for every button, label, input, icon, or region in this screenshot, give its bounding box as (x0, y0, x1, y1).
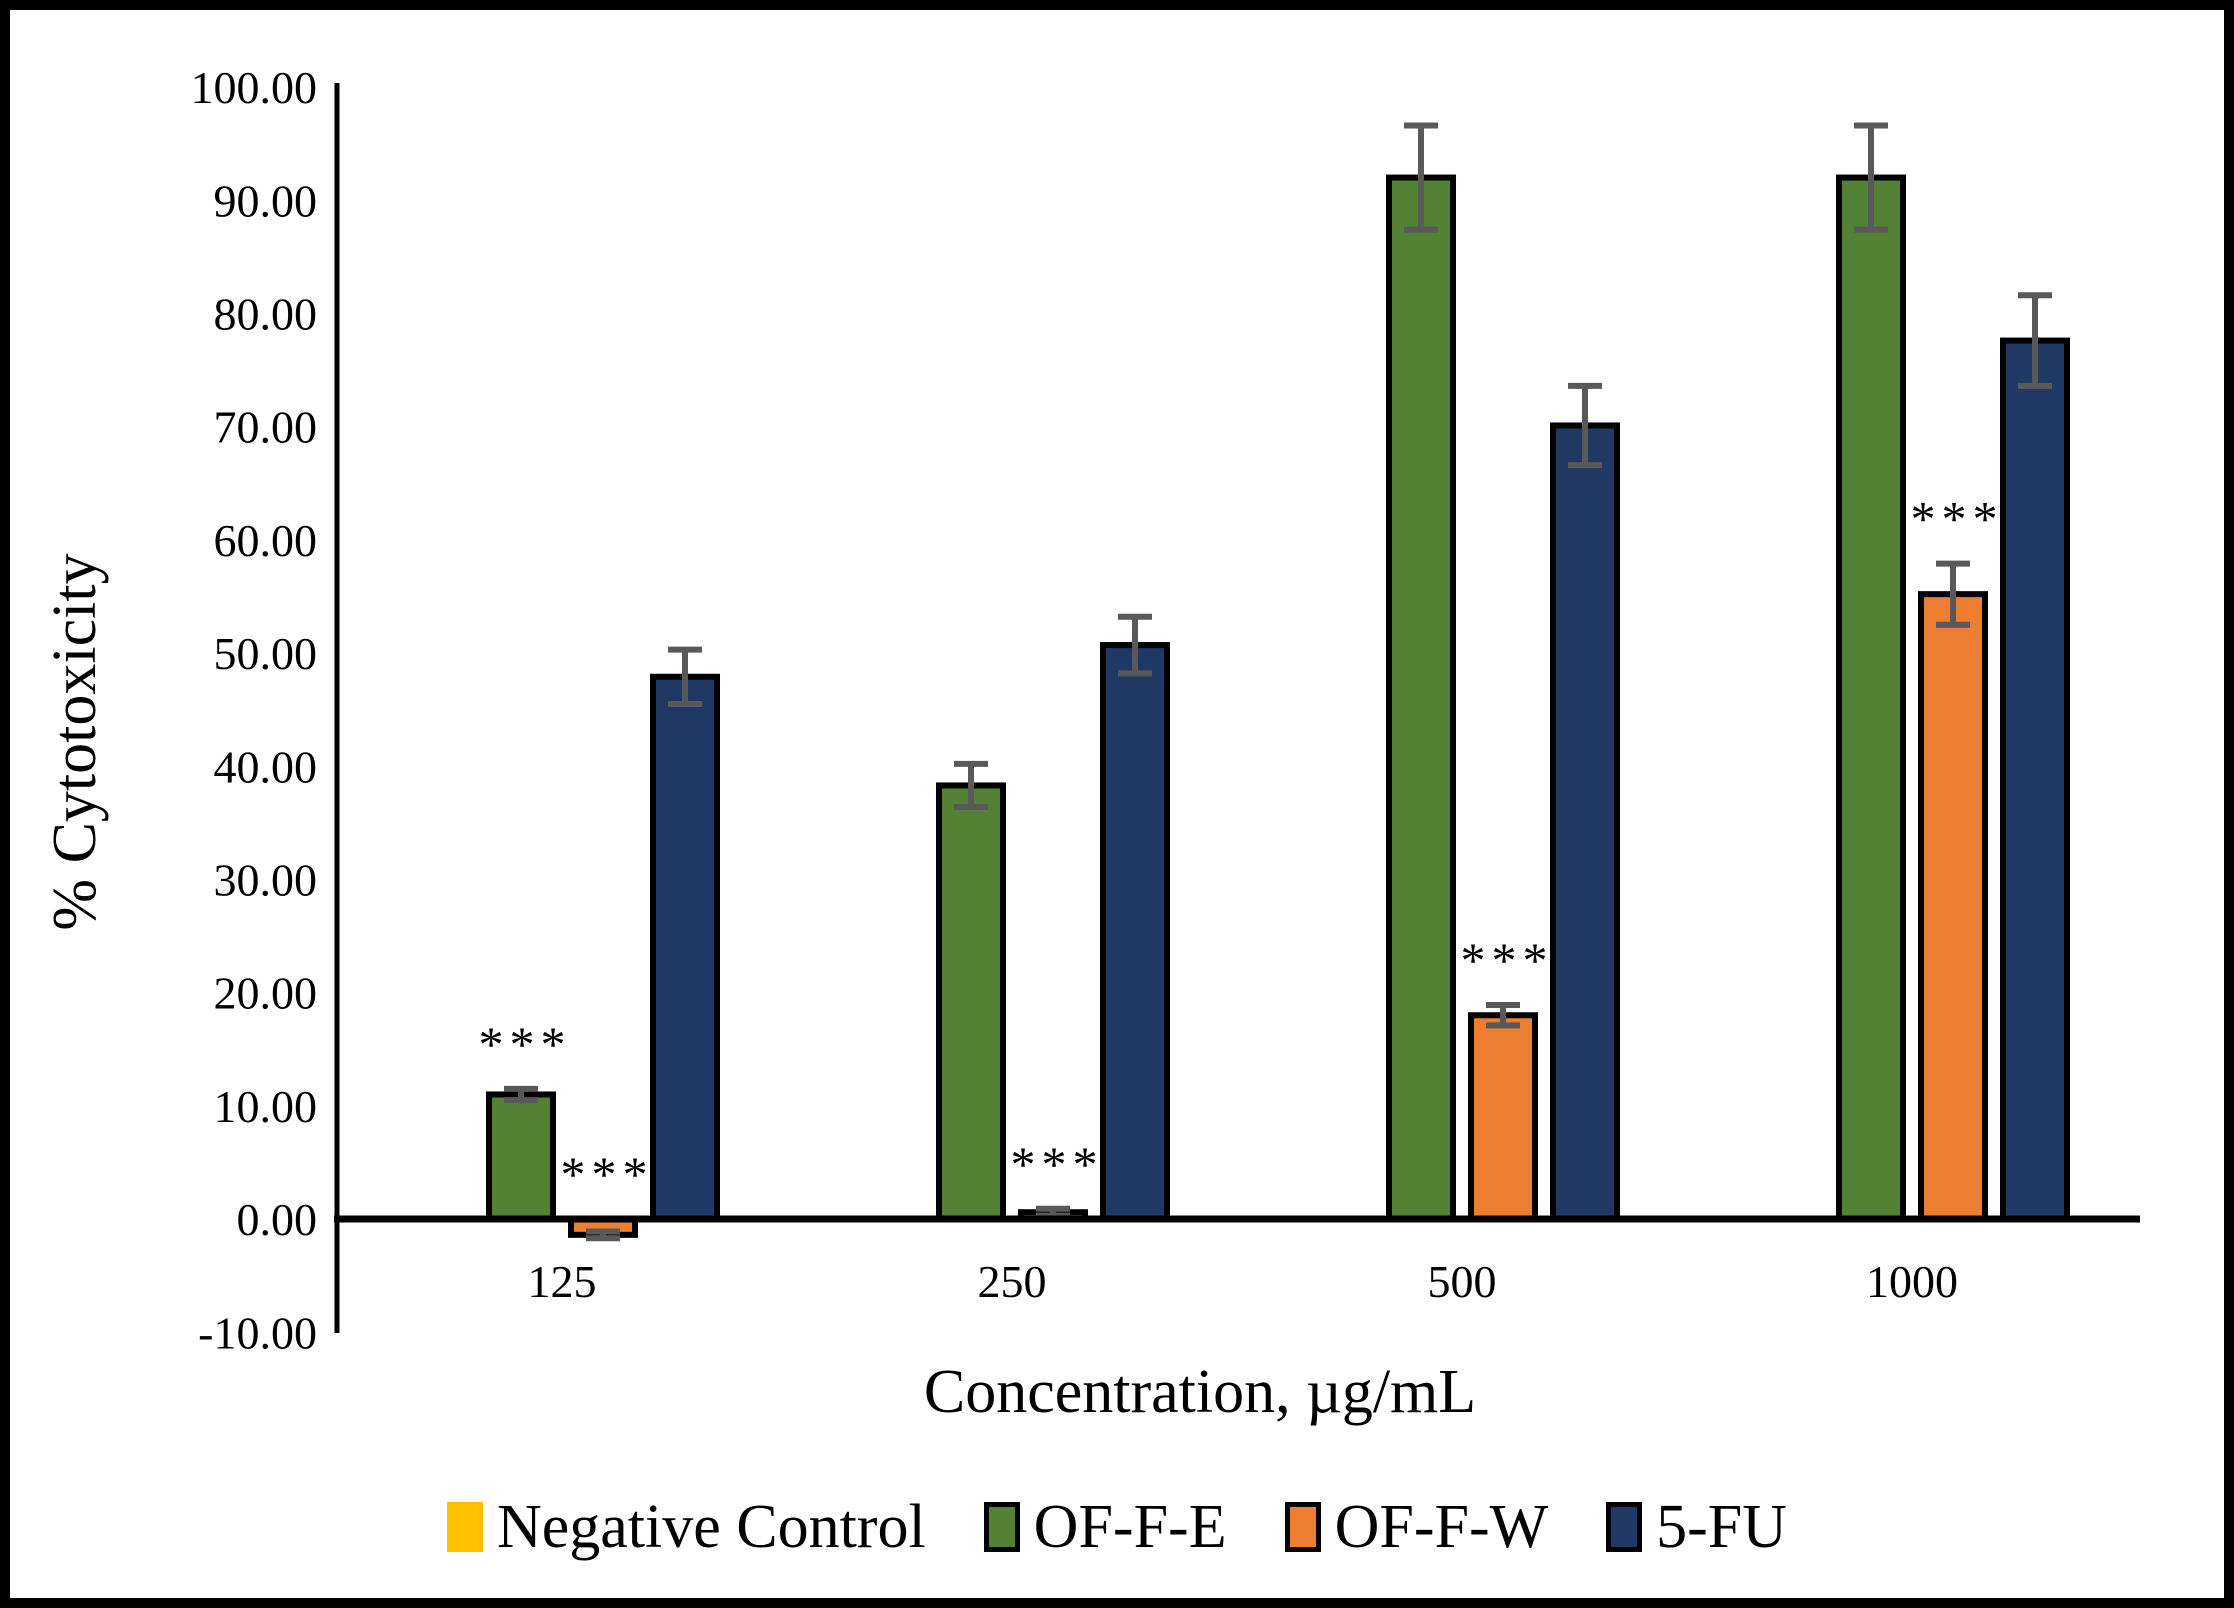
error-bar-OF-F-E-500 (1404, 122, 1438, 233)
legend-swatch-5-FU (1606, 1502, 1643, 1552)
error-bar-5-FU-1000 (2018, 292, 2052, 389)
y-tick-label--10.00: -10.00 (198, 1307, 317, 1358)
legend-item-OF-F-E: OF-F-E (983, 1493, 1227, 1561)
significance-stars-OF-F-W-500: *** (1461, 932, 1554, 988)
chart-legend: Negative Control OF-F-E OF-F-W 5-FU (0, 1482, 2234, 1572)
legend-label-5-FU: 5-FU (1656, 1493, 1788, 1561)
x-category-label-1000: 1000 (1866, 1256, 1958, 1307)
x-axis-title: Concentration, µg/mL (924, 1358, 1476, 1426)
legend-item-OF-F-W: OF-F-W (1284, 1493, 1549, 1561)
bars-layer (486, 174, 2070, 1238)
bar-5-FU-250 (1100, 642, 1170, 1222)
legend-item-Negative Control: Negative Control (446, 1493, 926, 1561)
bar-OF-F-W-1000 (1918, 591, 1988, 1222)
y-tick-label-10.00: 10.00 (214, 1081, 318, 1132)
y-tick-label-70.00: 70.00 (214, 402, 318, 453)
y-tick-label-30.00: 30.00 (214, 855, 318, 906)
y-tick-label-20.00: 20.00 (214, 968, 318, 1019)
y-tick-label-80.00: 80.00 (214, 289, 318, 340)
significance-stars-OF-F-W-250: *** (1011, 1136, 1104, 1192)
significance-stars-OF-F-E-125: *** (479, 1016, 572, 1072)
bar-OF-F-E-1000 (1836, 174, 1906, 1222)
y-tick-label-100.00: 100.00 (191, 62, 318, 113)
error-bar-5-FU-250 (1118, 613, 1152, 677)
y-tick-label-60.00: 60.00 (214, 515, 318, 566)
x-category-label-250: 250 (978, 1256, 1047, 1307)
error-bar-OF-F-W-1000 (1936, 560, 1970, 628)
y-tick-label-40.00: 40.00 (214, 741, 318, 792)
significance-stars-OF-F-W-125: *** (561, 1146, 654, 1202)
bar-OF-F-E-250 (936, 782, 1006, 1222)
error-bars-layer (504, 122, 2052, 1242)
legend-label-OF-F-W: OF-F-W (1334, 1493, 1549, 1561)
bar-5-FU-1000 (2000, 337, 2070, 1222)
bar-OF-F-E-500 (1386, 174, 1456, 1222)
significance-layer: *** *** *** *** *** (479, 491, 2004, 1202)
error-bar-5-FU-125 (668, 646, 702, 707)
tick-labels-layer: 100.00 90.00 80.00 70.00 60.00 50.00 40.00 30.0… (191, 62, 1959, 1358)
y-tick-label-0.00: 0.00 (237, 1194, 318, 1245)
legend-swatch-Negative Control (446, 1502, 483, 1552)
legend-swatch-OF-F-W (1284, 1502, 1321, 1552)
legend-label-OF-F-E: OF-F-E (1033, 1493, 1227, 1561)
bar-OF-F-E-125 (486, 1091, 556, 1222)
significance-stars-OF-F-W-1000: *** (1911, 491, 2004, 547)
legend-swatch-OF-F-E (983, 1502, 1020, 1552)
error-bar-OF-F-W-125 (586, 1228, 620, 1242)
y-tick-label-90.00: 90.00 (214, 175, 318, 226)
bar-5-FU-125 (650, 673, 720, 1222)
bar-5-FU-500 (1550, 422, 1620, 1222)
axes-layer (334, 83, 2140, 1333)
y-tick-label-50.00: 50.00 (214, 628, 318, 679)
error-bar-OF-F-E-250 (954, 760, 988, 810)
legend-label-Negative Control: Negative Control (496, 1493, 926, 1561)
bar-OF-F-W-500 (1468, 1012, 1538, 1222)
error-bar-OF-F-E-125 (504, 1085, 538, 1104)
error-bar-OF-F-W-500 (1486, 1002, 1520, 1029)
error-bar-5-FU-500 (1568, 382, 1602, 469)
x-category-label-125: 125 (528, 1256, 597, 1307)
x-category-label-500: 500 (1428, 1256, 1497, 1307)
error-bar-OF-F-E-1000 (1854, 122, 1888, 233)
legend-item-5-FU: 5-FU (1606, 1496, 1787, 1558)
y-axis-title: % Cytotoxicity (41, 553, 109, 930)
